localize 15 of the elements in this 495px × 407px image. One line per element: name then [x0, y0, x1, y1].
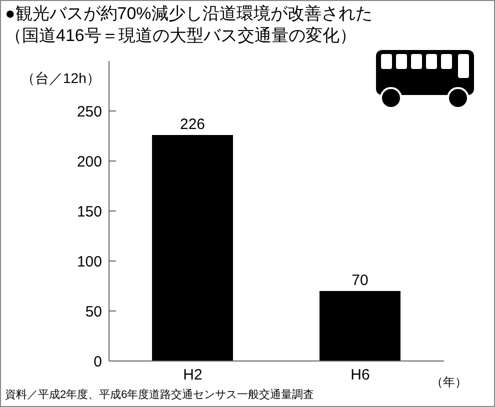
x-axis-title: （年） [431, 375, 467, 389]
data-label: 226 [180, 116, 206, 133]
y-tick-label: 0 [94, 353, 102, 370]
y-tick-label: 100 [76, 253, 102, 270]
chart-subtitle: （国道416号＝現道の大型バス交通量の変化） [5, 26, 356, 45]
text: 資料／平成2年度、平成6年度道路交通センサス一般交通量調査 [5, 389, 314, 401]
chart-title: ●観光バスが約70%減少し沿道環境が改善された [5, 4, 372, 23]
y-tick-label: 150 [76, 203, 102, 220]
x-tick-label: H2 [183, 366, 202, 384]
y-tick-label: 250 [76, 103, 102, 120]
data-label: 70 [352, 272, 368, 289]
y-axis-title: （台／12h） [21, 70, 100, 86]
y-tick-label: 50 [85, 303, 102, 320]
x-tick-label: H6 [350, 366, 370, 384]
y-tick-label: 200 [76, 153, 102, 170]
